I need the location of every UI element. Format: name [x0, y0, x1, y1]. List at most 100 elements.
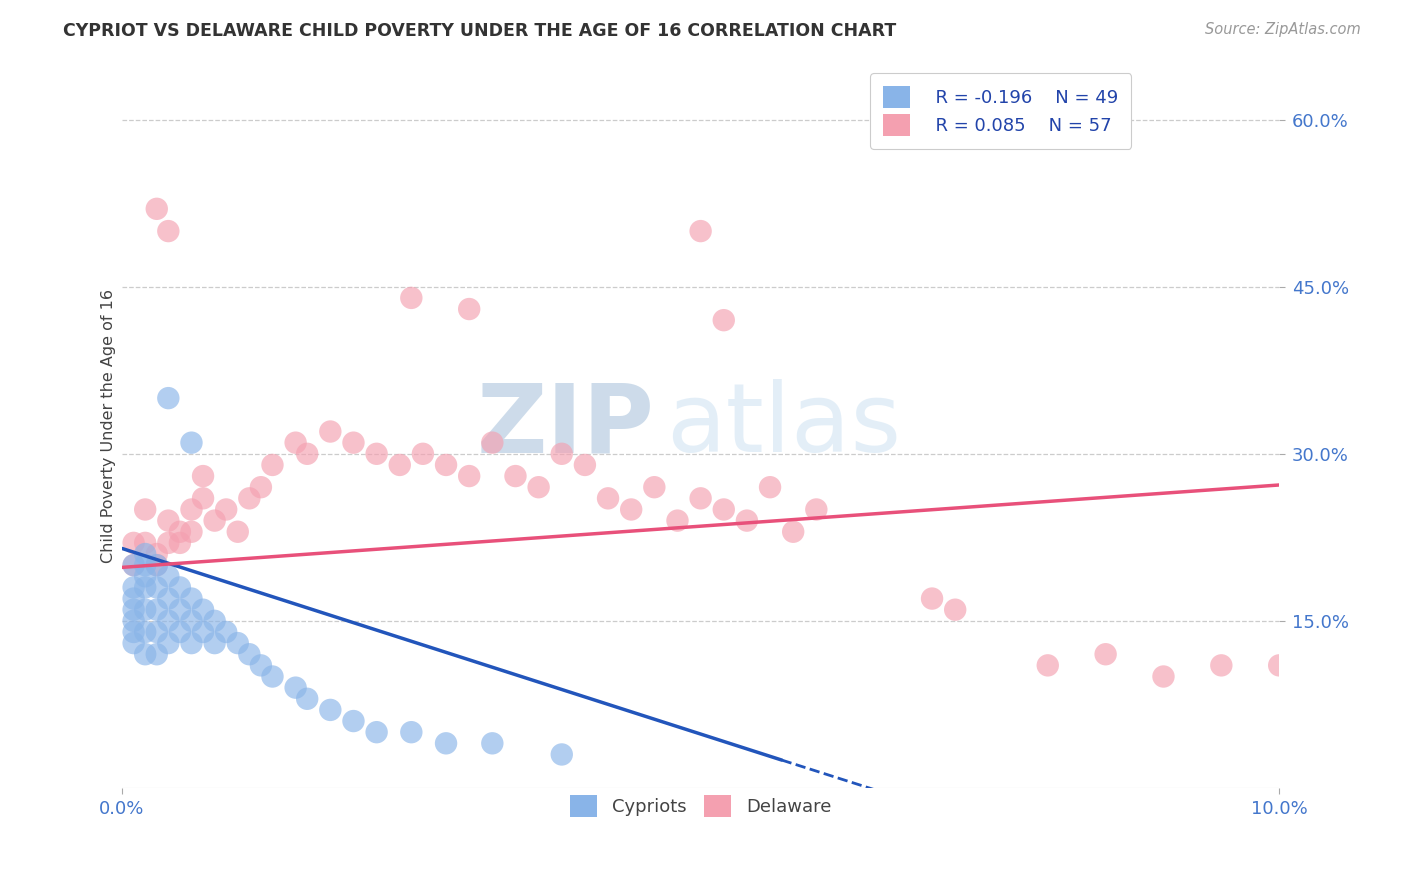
Point [157, 391, 180, 405]
Point [434, 736, 457, 750]
Point [759, 480, 782, 494]
Point [262, 458, 284, 472]
Point [145, 202, 167, 216]
Point [366, 447, 388, 461]
Point [145, 581, 167, 595]
Point [122, 558, 145, 573]
Point [434, 458, 457, 472]
Point [689, 224, 711, 238]
Text: Source: ZipAtlas.com: Source: ZipAtlas.com [1205, 22, 1361, 37]
Point [215, 502, 238, 516]
Point [366, 725, 388, 739]
Y-axis label: Child Poverty Under the Age of 16: Child Poverty Under the Age of 16 [101, 289, 117, 563]
Point [134, 536, 156, 550]
Point [180, 636, 202, 650]
Point [551, 447, 574, 461]
Point [134, 603, 156, 617]
Point [122, 614, 145, 628]
Point [226, 636, 249, 650]
Point [284, 681, 307, 695]
Point [180, 524, 202, 539]
Point [204, 514, 226, 528]
Point [596, 491, 619, 506]
Text: atlas: atlas [666, 379, 901, 473]
Point [388, 458, 411, 472]
Point [134, 624, 156, 639]
Point [145, 624, 167, 639]
Point [169, 603, 191, 617]
Point [284, 435, 307, 450]
Point [180, 502, 202, 516]
Point [1268, 658, 1291, 673]
Point [157, 536, 180, 550]
Point [551, 747, 574, 762]
Point [122, 581, 145, 595]
Point [295, 447, 318, 461]
Point [250, 658, 273, 673]
Point [145, 547, 167, 561]
Point [574, 458, 596, 472]
Point [342, 714, 364, 728]
Point [157, 636, 180, 650]
Point [204, 636, 226, 650]
Point [458, 469, 481, 483]
Point [122, 591, 145, 606]
Point [122, 603, 145, 617]
Point [145, 603, 167, 617]
Point [215, 624, 238, 639]
Point [401, 291, 423, 305]
Point [238, 491, 260, 506]
Point [180, 591, 202, 606]
Point [134, 502, 156, 516]
Legend: Cypriots, Delaware: Cypriots, Delaware [561, 786, 841, 826]
Point [191, 469, 214, 483]
Point [145, 558, 167, 573]
Point [643, 480, 665, 494]
Point [191, 624, 214, 639]
Point [122, 536, 145, 550]
Point [134, 547, 156, 561]
Point [238, 647, 260, 661]
Point [401, 725, 423, 739]
Point [180, 614, 202, 628]
Text: ZIP: ZIP [477, 379, 654, 473]
Point [157, 591, 180, 606]
Point [481, 736, 503, 750]
Point [204, 614, 226, 628]
Point [412, 447, 434, 461]
Point [226, 524, 249, 539]
Point [319, 425, 342, 439]
Point [782, 524, 804, 539]
Point [157, 569, 180, 583]
Point [191, 491, 214, 506]
Point [122, 636, 145, 650]
Point [145, 558, 167, 573]
Point [1211, 658, 1233, 673]
Point [134, 647, 156, 661]
Point [191, 603, 214, 617]
Point [458, 301, 481, 316]
Point [921, 591, 943, 606]
Point [1036, 658, 1059, 673]
Point [122, 624, 145, 639]
Point [1153, 669, 1175, 683]
Point [735, 514, 758, 528]
Point [134, 581, 156, 595]
Point [620, 502, 643, 516]
Point [1094, 647, 1116, 661]
Point [169, 524, 191, 539]
Point [713, 502, 735, 516]
Point [134, 569, 156, 583]
Point [295, 691, 318, 706]
Point [319, 703, 342, 717]
Point [481, 435, 503, 450]
Point [134, 558, 156, 573]
Point [527, 480, 550, 494]
Text: CYPRIOT VS DELAWARE CHILD POVERTY UNDER THE AGE OF 16 CORRELATION CHART: CYPRIOT VS DELAWARE CHILD POVERTY UNDER … [63, 22, 897, 40]
Point [157, 514, 180, 528]
Point [806, 502, 828, 516]
Point [713, 313, 735, 327]
Point [943, 603, 966, 617]
Point [145, 647, 167, 661]
Point [505, 469, 527, 483]
